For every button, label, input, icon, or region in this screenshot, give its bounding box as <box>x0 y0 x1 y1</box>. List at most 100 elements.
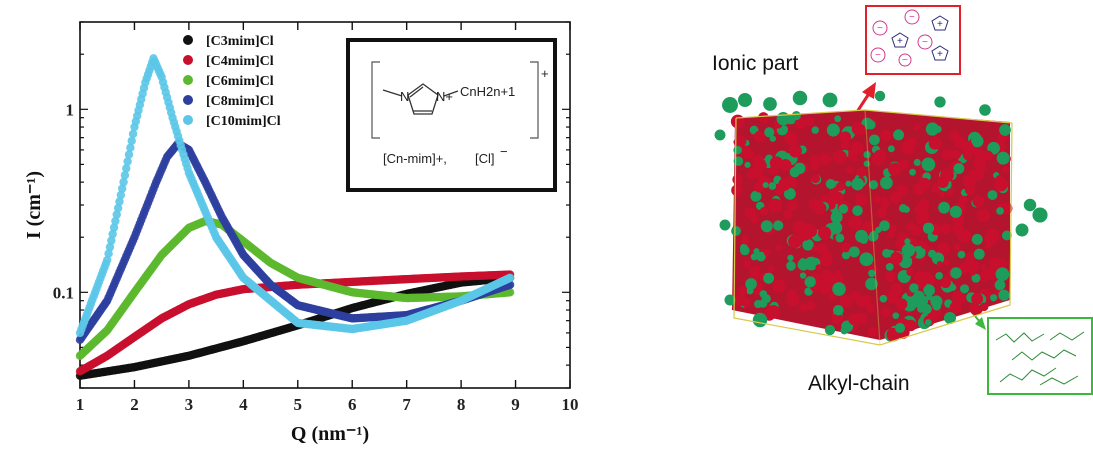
molecule-blob <box>993 177 1008 192</box>
molecule-blob <box>998 289 1010 301</box>
molecule-blob <box>813 202 827 215</box>
molecule-blob <box>805 223 813 231</box>
molecule-blob <box>1032 207 1048 223</box>
molecule-blob <box>893 129 904 141</box>
molecule-blob <box>828 292 837 301</box>
molecule-blob <box>985 228 1000 242</box>
molecule-blob <box>880 199 890 209</box>
x-tick-labels: 1 2 3 4 5 6 7 8 9 10 <box>76 395 579 414</box>
simulation-box <box>714 90 1048 346</box>
molecule-blob <box>873 149 887 163</box>
molecule-blob <box>845 180 852 187</box>
data-point <box>115 197 124 206</box>
molecule-blob <box>885 263 894 271</box>
molecule-blob <box>742 148 754 160</box>
x-tick-label: 2 <box>130 395 139 414</box>
molecule-blob <box>896 184 909 197</box>
molecule-blob <box>787 289 797 299</box>
data-point <box>119 177 128 187</box>
molecule-blob <box>768 265 775 272</box>
molecule-blob <box>874 90 886 102</box>
y-tick-labels: 0.11 <box>53 100 74 302</box>
molecule-blob <box>744 207 756 219</box>
molecule-blob <box>921 303 932 315</box>
molecule-blob <box>773 220 784 231</box>
molecular-domains <box>714 90 1048 342</box>
molecule-blob <box>943 311 957 325</box>
molecule-blob <box>953 163 965 175</box>
molecule-blob <box>932 301 942 311</box>
molecule-blob <box>741 236 750 245</box>
molecule-blob <box>904 238 911 245</box>
molecule-blob <box>972 168 984 181</box>
molecule-blob <box>862 220 875 233</box>
molecule-blob <box>946 188 954 196</box>
molecule-blob <box>972 194 985 208</box>
molecule-blob <box>949 301 962 314</box>
molecule-blob <box>783 209 793 219</box>
molecule-blob <box>804 276 816 288</box>
molecule-blob <box>832 282 846 296</box>
molecule-blob <box>916 278 927 289</box>
molecule-blob <box>839 294 853 307</box>
ionic-inset-box <box>865 5 961 75</box>
molecule-blob <box>951 222 964 235</box>
molecule-blob <box>762 181 769 189</box>
data-point <box>124 150 134 159</box>
molecule-blob <box>996 151 1010 165</box>
molecule-blob <box>926 293 933 301</box>
molecule-blob <box>996 258 1007 269</box>
legend-entry: [C4mim]Cl <box>206 54 274 69</box>
molecule-blob <box>769 156 784 170</box>
series-c10mimcl <box>75 54 515 338</box>
molecule-blob <box>936 260 943 267</box>
ion-symbols-icon: − − + + − − + − <box>870 9 949 67</box>
molecule-blob <box>996 207 1004 215</box>
legend-entry: [C6mim]Cl <box>206 74 274 89</box>
molecule-blob <box>714 129 726 141</box>
molecule-blob <box>863 160 870 167</box>
molecule-blob <box>879 294 888 303</box>
molecule-blob <box>938 191 946 198</box>
x-tick-label: 5 <box>294 395 303 414</box>
molecule-blob <box>940 223 952 235</box>
x-tick-label: 3 <box>185 395 194 414</box>
molecule-blob <box>753 248 760 255</box>
molecule-blob <box>961 140 974 153</box>
data-point <box>120 171 130 180</box>
x-tick-label: 7 <box>402 395 411 414</box>
molecule-blob <box>958 195 968 205</box>
molecule-blob <box>850 290 861 301</box>
molecule-blob <box>868 180 879 190</box>
alkyl-chain-formula: CnH2n+1 <box>460 84 515 99</box>
molecule-blob <box>852 205 863 216</box>
molecule-blob <box>940 277 952 289</box>
molecule-blob <box>987 190 998 201</box>
molecule-blob <box>914 203 927 216</box>
molecule-blob <box>990 294 998 302</box>
legend: [C3mim]Cl [C4mim]Cl [C6mim]Cl [C8mim]Cl [C10… <box>183 34 281 129</box>
legend-entry: [C10mim]Cl <box>206 114 281 129</box>
molecule-blob <box>789 166 800 178</box>
molecule-blob <box>810 161 820 171</box>
molecule-blob <box>962 174 976 188</box>
legend-entry: [C8mim]Cl <box>206 94 274 109</box>
molecule-blob <box>763 97 777 111</box>
molecule-blob <box>868 269 876 278</box>
data-point <box>505 288 515 297</box>
molecule-blob <box>768 182 777 190</box>
molecule-blob <box>778 178 792 191</box>
legend-entry: [C3mim]Cl <box>206 34 274 49</box>
molecule-blob <box>724 294 736 306</box>
molecule-blob <box>887 231 895 239</box>
molecule-blob <box>831 191 844 204</box>
molecule-blob <box>953 243 961 251</box>
molecule-blob <box>741 297 751 308</box>
molecule-blob <box>830 211 843 224</box>
molecule-blob <box>840 326 848 335</box>
molecule-blob <box>848 246 860 258</box>
molecule-blob <box>811 126 819 134</box>
svg-text:−: − <box>902 55 908 66</box>
legend-marker <box>183 115 193 125</box>
molecule-blob <box>806 300 816 310</box>
